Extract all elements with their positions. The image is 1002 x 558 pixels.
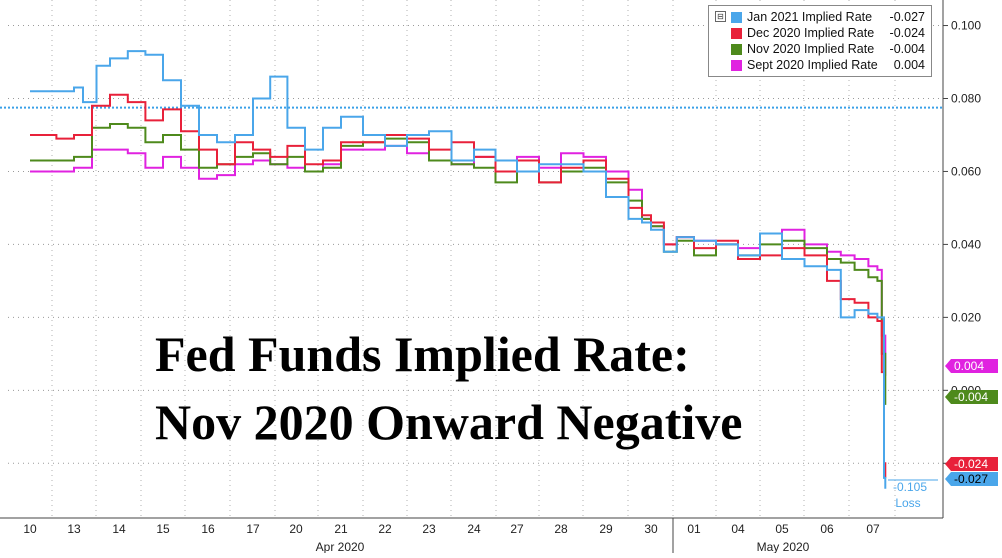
x-tick-label: 05 bbox=[775, 522, 789, 536]
legend-label-dec-2020: Dec 2020 Implied Rate bbox=[747, 26, 875, 40]
legend-toggle-icon[interactable]: ⊟ bbox=[715, 11, 726, 22]
legend-item-dec-2020[interactable]: Dec 2020 Implied Rate -0.024 bbox=[715, 26, 929, 42]
legend-value-dec-2020: -0.024 bbox=[889, 26, 925, 40]
value-tag: -0.027 bbox=[945, 472, 998, 486]
loss-value-label: -0.105 bbox=[893, 480, 927, 494]
grid-layer bbox=[0, 0, 943, 518]
chart-title-line-2: Nov 2020 Onward Negative bbox=[155, 394, 743, 450]
value-tag-label: 0.004 bbox=[954, 359, 984, 373]
value-tag: -0.024 bbox=[945, 457, 998, 471]
value-tag-bg bbox=[945, 457, 998, 471]
legend-swatch-nov-2020 bbox=[731, 44, 742, 55]
value-tag-label: -0.027 bbox=[954, 472, 988, 486]
legend-item-jan-2021[interactable]: ⊟ Jan 2021 Implied Rate -0.027 bbox=[715, 10, 929, 26]
x-tick-label: 13 bbox=[67, 522, 81, 536]
value-tag-bg bbox=[945, 390, 998, 404]
y-tick-label: 0.060 bbox=[951, 164, 981, 178]
legend-item-nov-2020[interactable]: Nov 2020 Implied Rate -0.004 bbox=[715, 42, 929, 58]
y-tick-label: 0.040 bbox=[951, 237, 981, 251]
y-tick-label: 0.020 bbox=[951, 310, 981, 324]
x-tick-label: 07 bbox=[866, 522, 880, 536]
x-tick-label: 21 bbox=[334, 522, 348, 536]
value-tag-bg bbox=[945, 472, 998, 486]
loss-label: Loss bbox=[895, 496, 920, 510]
value-tag-bg bbox=[945, 359, 998, 373]
legend: ⊟ Jan 2021 Implied Rate -0.027 Dec 2020 … bbox=[708, 5, 932, 77]
legend-swatch-dec-2020 bbox=[731, 28, 742, 39]
x-tick-label: 01 bbox=[687, 522, 701, 536]
legend-item-sept-2020[interactable]: Sept 2020 Implied Rate 0.004 bbox=[715, 58, 929, 74]
chart-title-line-1: Fed Funds Implied Rate: bbox=[155, 326, 690, 382]
x-tick-label: 28 bbox=[554, 522, 568, 536]
tag-layer: 0.004 -0.004 -0.024-0.027 -0.105 Loss bbox=[888, 359, 998, 510]
x-tick-label: 16 bbox=[201, 522, 215, 536]
x-tick-label: 23 bbox=[422, 522, 436, 536]
x-tick-label: 17 bbox=[246, 522, 260, 536]
x-tick-label: 20 bbox=[289, 522, 303, 536]
x-month-label: May 2020 bbox=[757, 540, 810, 553]
y-tick-label: 0.100 bbox=[951, 19, 981, 33]
legend-swatch-jan-2021 bbox=[731, 12, 742, 23]
x-tick-label: 15 bbox=[156, 522, 170, 536]
value-tag: 0.004 bbox=[945, 359, 998, 373]
y-tick-label: 0.080 bbox=[951, 91, 981, 105]
value-tag: -0.004 bbox=[945, 390, 998, 404]
x-tick-label: 29 bbox=[599, 522, 613, 536]
value-tag-label: -0.024 bbox=[954, 457, 988, 471]
x-tick-label: 27 bbox=[510, 522, 524, 536]
series-line bbox=[30, 123, 887, 405]
x-month-label: Apr 2020 bbox=[316, 540, 365, 553]
x-tick-label: 30 bbox=[644, 522, 658, 536]
value-tag-label: -0.004 bbox=[954, 390, 988, 404]
series-line bbox=[30, 50, 887, 489]
x-tick-label: 24 bbox=[467, 522, 481, 536]
series-layer bbox=[30, 50, 887, 489]
x-tick-label: 06 bbox=[820, 522, 834, 536]
x-tick-label: 10 bbox=[23, 522, 37, 536]
legend-value-sept-2020: 0.004 bbox=[893, 58, 925, 72]
legend-label-sept-2020: Sept 2020 Implied Rate bbox=[747, 58, 878, 72]
legend-value-nov-2020: -0.004 bbox=[889, 42, 925, 56]
legend-label-jan-2021: Jan 2021 Implied Rate bbox=[747, 10, 873, 24]
x-tick-label: 22 bbox=[378, 522, 392, 536]
x-tick-label: 14 bbox=[112, 522, 126, 536]
series-line bbox=[30, 93, 887, 478]
legend-value-jan-2021: -0.027 bbox=[889, 10, 925, 24]
legend-label-nov-2020: Nov 2020 Implied Rate bbox=[747, 42, 875, 56]
x-tick-label: 04 bbox=[731, 522, 745, 536]
legend-swatch-sept-2020 bbox=[731, 60, 742, 71]
